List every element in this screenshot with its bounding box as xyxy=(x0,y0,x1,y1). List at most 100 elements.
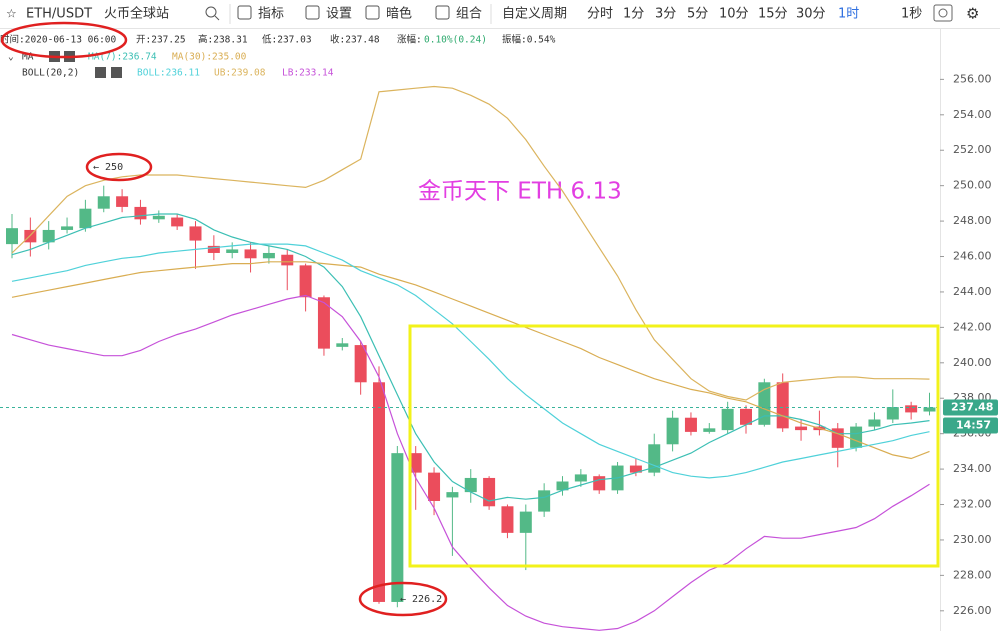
info-amplitude: 振幅:0.54% xyxy=(502,34,556,46)
legend-lb: LB:233.14 xyxy=(282,68,334,79)
y-tick-label: 248.00 xyxy=(953,214,992,227)
candle-body xyxy=(464,477,477,493)
period-button[interactable]: 30分 xyxy=(796,7,826,22)
symbol[interactable]: ETH/USDT xyxy=(26,7,92,22)
info-high: 高:238.31 xyxy=(198,34,248,46)
candle-body xyxy=(207,245,220,253)
candle-body xyxy=(409,453,422,473)
y-tick-label: 240.00 xyxy=(953,356,992,369)
period-button[interactable]: 5分 xyxy=(687,7,708,22)
legend-ma7: MA(7):236.74 xyxy=(88,52,157,63)
screenshot-icon[interactable] xyxy=(933,4,953,22)
info-time: 时间:2020-06-13 06:00 xyxy=(0,34,117,46)
y-tick-label: 252.00 xyxy=(953,143,992,156)
info-close: 收:237.48 xyxy=(330,34,380,46)
settings-icon[interactable]: ⚙ xyxy=(966,5,979,23)
candle-body xyxy=(171,217,184,227)
candle-body xyxy=(703,428,716,432)
candle-body xyxy=(538,490,551,512)
star-icon[interactable]: ☆ xyxy=(6,7,17,21)
candle-body xyxy=(593,476,606,491)
candle-body xyxy=(574,474,587,482)
annotation: ← 250 xyxy=(93,162,123,173)
candle-body xyxy=(42,229,55,243)
candle-body xyxy=(684,417,697,432)
candle-body xyxy=(666,417,679,445)
candle-body xyxy=(134,206,147,220)
indicator-line xyxy=(11,243,930,479)
period-button[interactable]: 1时 xyxy=(838,7,859,22)
info-open: 开:237.25 xyxy=(136,35,186,46)
info-change: 0.10%(0.24) xyxy=(424,35,487,46)
candle-body xyxy=(740,408,752,425)
countdown-tag xyxy=(943,417,998,434)
candle-body xyxy=(391,453,404,602)
candle-body xyxy=(501,506,514,533)
y-tick-label: 230.00 xyxy=(953,533,992,546)
button-icon xyxy=(435,5,450,20)
candle-body xyxy=(556,481,569,491)
candle-body xyxy=(446,492,459,498)
screenshot-icon xyxy=(938,8,948,18)
legend-close[interactable] xyxy=(111,67,122,78)
info-low: 低:237.03 xyxy=(262,34,312,46)
candle-body xyxy=(244,249,257,259)
candle-body xyxy=(721,408,734,431)
y-tick-label: 234.00 xyxy=(953,462,992,475)
period-button[interactable]: 1秒 xyxy=(901,7,922,22)
y-tick-label: 228.00 xyxy=(953,568,992,581)
period-button[interactable]: 10分 xyxy=(719,7,749,22)
period-button[interactable]: 1分 xyxy=(623,7,644,22)
y-tick-label: 250.00 xyxy=(953,179,992,192)
candle-body xyxy=(299,265,312,298)
y-tick-label: 226.00 xyxy=(953,604,992,617)
toolbar-button[interactable]: 组合 xyxy=(456,7,482,22)
period-button[interactable]: 15分 xyxy=(758,7,788,22)
toolbar-button[interactable]: 设置 xyxy=(326,7,352,22)
period-button[interactable]: 自定义周期 xyxy=(502,7,567,22)
candle-body xyxy=(373,382,385,602)
legend-gear[interactable] xyxy=(95,67,106,78)
y-tick-label: 254.00 xyxy=(953,108,992,121)
countdown-label: 14:57 xyxy=(956,418,991,431)
watermark: 金币天下 ETH 6.13 xyxy=(418,179,622,205)
highlight-ellipse xyxy=(358,581,448,617)
candle-body xyxy=(226,249,239,253)
candle-body xyxy=(629,465,642,473)
candle-body xyxy=(923,407,936,412)
candle-body xyxy=(868,419,881,427)
info-change-label: 涨幅: xyxy=(397,34,422,46)
candle-body xyxy=(776,382,789,429)
candle-body xyxy=(886,407,899,420)
period-button[interactable]: 3分 xyxy=(655,7,676,22)
legend-ma30: MA(30):235.00 xyxy=(172,52,247,63)
candle-body xyxy=(483,477,496,507)
toolbar-button[interactable]: 指标 xyxy=(258,7,284,22)
y-tick-label: 232.00 xyxy=(953,498,992,511)
legend-boll-mid: BOLL:236.11 xyxy=(137,68,200,79)
toolbar-button[interactable]: 暗色 xyxy=(386,6,412,22)
button-icon xyxy=(365,5,380,20)
search-icon[interactable] xyxy=(205,6,217,18)
candle-body xyxy=(6,228,18,245)
candle-body xyxy=(428,472,441,501)
candle-body xyxy=(795,426,808,431)
candle-body xyxy=(281,254,294,266)
candle-body xyxy=(152,215,165,220)
candle-body xyxy=(905,405,918,413)
button-icon xyxy=(237,5,252,20)
legend-boll: BOLL(20,2) xyxy=(22,68,79,79)
candle-body xyxy=(336,343,349,347)
legend-ma: MA xyxy=(22,52,34,63)
candle-body xyxy=(262,252,275,259)
indicator-line xyxy=(11,213,930,502)
highlight-box xyxy=(408,324,940,568)
indicator-line xyxy=(11,261,930,460)
legend-arrow[interactable]: ⌄ xyxy=(8,52,14,63)
period-button[interactable]: 分时 xyxy=(587,7,613,22)
candle-body xyxy=(850,426,863,448)
candle-body xyxy=(354,345,367,383)
candle-body xyxy=(317,297,330,349)
annotation: ← 226.2 xyxy=(400,594,442,605)
